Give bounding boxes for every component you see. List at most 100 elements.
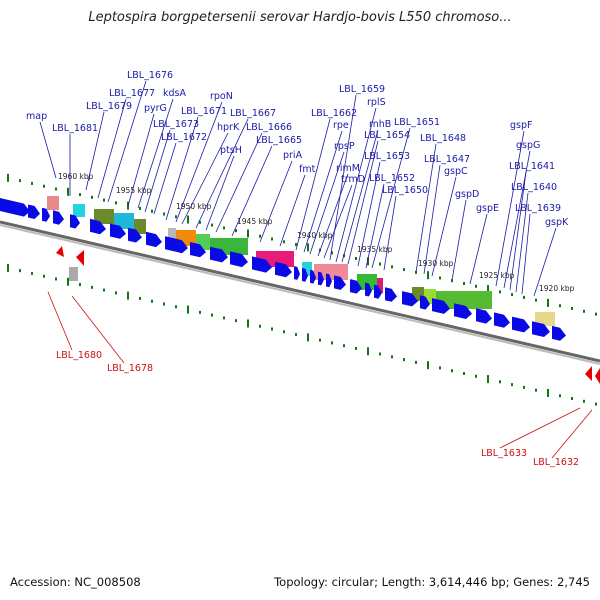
gene-label-lbl-1665[interactable]: LBL_1665 (256, 135, 302, 146)
forward-gene-arrow[interactable] (350, 279, 362, 294)
forward-gene-arrow[interactable] (252, 256, 272, 273)
forward-gene-arrow[interactable] (374, 284, 382, 299)
gene-label-lbl-1652[interactable]: LBL_1652 (369, 173, 415, 184)
gene-label-lbl-1679[interactable]: LBL_1679 (86, 101, 132, 112)
gene-label-lbl-1648[interactable]: LBL_1648 (420, 133, 466, 144)
gene-label-lbl-1681[interactable]: LBL_1681 (52, 123, 98, 134)
forward-gene-arrow[interactable] (70, 214, 80, 229)
forward-gene-arrow[interactable] (0, 197, 30, 217)
feature-block-cyan[interactable] (73, 204, 85, 217)
gene-label-gspk[interactable]: gspK (545, 217, 569, 228)
forward-gene-arrow[interactable] (310, 269, 316, 284)
gene-label-lbl-1678[interactable]: LBL_1678 (107, 363, 153, 374)
forward-gene-arrow[interactable] (365, 282, 372, 297)
reverse-gene-arrow[interactable] (56, 246, 64, 257)
gene-label-rimm[interactable]: rimM (336, 163, 360, 174)
feature-block-olive[interactable] (94, 209, 114, 224)
forward-gene-arrow[interactable] (275, 261, 292, 278)
gene-label-lbl-1647[interactable]: LBL_1647 (424, 154, 470, 165)
gene-label-kdsa[interactable]: kdsA (163, 88, 186, 99)
gene-label-lbl-1671[interactable]: LBL_1671 (181, 106, 227, 117)
gene-label-pyrg[interactable]: pyrG (144, 103, 167, 114)
gene-label-gspc[interactable]: gspC (444, 166, 468, 177)
forward-gene-arrow[interactable] (230, 251, 248, 268)
forward-gene-arrow[interactable] (476, 308, 492, 324)
gene-label-lbl-1672[interactable]: LBL_1672 (161, 132, 207, 143)
forward-gene-arrow[interactable] (432, 298, 450, 314)
gene-label-lbl-1653[interactable]: LBL_1653 (364, 151, 410, 162)
gene-label-rpe[interactable]: rpe (333, 120, 349, 131)
reverse-gene-arrow[interactable] (76, 250, 84, 266)
forward-gene-arrow[interactable] (494, 312, 510, 328)
feature-block-grey-2[interactable] (69, 267, 78, 281)
gene-label-ptsh[interactable]: ptsH (220, 145, 242, 156)
gene-label-lbl-1654[interactable]: LBL_1654 (364, 130, 410, 141)
forward-gene-arrow[interactable] (512, 316, 530, 333)
gene-label-lbl-1666[interactable]: LBL_1666 (246, 122, 292, 133)
feature-block-olive-2[interactable] (134, 219, 146, 234)
gene-label-gspg[interactable]: gspG (516, 140, 540, 151)
forward-gene-arrow[interactable] (402, 291, 418, 307)
forward-gene-arrow[interactable] (318, 271, 324, 286)
forward-gene-arrow[interactable] (110, 223, 126, 239)
gene-label-lbl-1662[interactable]: LBL_1662 (311, 108, 357, 119)
gene-label-gspd[interactable]: gspD (455, 189, 479, 200)
gene-label-lbl-1677[interactable]: LBL_1677 (109, 88, 155, 99)
feature-block-khaki[interactable] (535, 312, 555, 326)
reverse-gene-arrow[interactable] (595, 368, 600, 384)
gene-label-rnhb[interactable]: rnhB (369, 119, 391, 130)
gene-label-rpls[interactable]: rplS (367, 97, 386, 108)
leader-line (317, 173, 349, 257)
gene-label-map[interactable]: map (26, 111, 47, 122)
gene-label-lbl-1667[interactable]: LBL_1667 (230, 108, 276, 119)
gene-label-rpsp[interactable]: rpsP (334, 141, 355, 152)
gene-label-gspf[interactable]: gspF (510, 120, 532, 131)
gene-label-gspe[interactable]: gspE (476, 203, 499, 214)
gene-label-lbl-1680[interactable]: LBL_1680 (56, 350, 102, 361)
forward-gene-arrow[interactable] (172, 237, 188, 254)
gene-label-lbl-1641[interactable]: LBL_1641 (509, 161, 555, 172)
leader-line (329, 94, 357, 261)
feature-block-pink[interactable] (47, 196, 59, 210)
feature-block-cyan-2[interactable] (114, 213, 134, 229)
forward-gene-arrow[interactable] (146, 231, 162, 248)
forward-gene-arrow[interactable] (385, 287, 397, 302)
forward-gene-arrow[interactable] (42, 207, 50, 222)
forward-gene-arrow[interactable] (210, 246, 228, 263)
forward-gene-arrow[interactable] (302, 268, 308, 282)
forward-gene-arrow[interactable] (28, 204, 40, 220)
forward-gene-arrow[interactable] (190, 242, 206, 258)
forward-gene-arrow[interactable] (532, 321, 550, 337)
gene-label-lbl-1673[interactable]: LBL_1673 (153, 119, 199, 130)
forward-gene-arrow[interactable] (90, 218, 106, 235)
gene-label-lbl-1639[interactable]: LBL_1639 (515, 203, 561, 214)
gene-label-fmt[interactable]: fmt (299, 164, 316, 175)
gene-label-pria[interactable]: priA (283, 150, 303, 161)
gene-label-lbl-1633[interactable]: LBL_1633 (481, 448, 527, 459)
map-title: Leptospira borgpetersenii serovar Hardjo… (88, 10, 512, 25)
feature-block-grey[interactable] (168, 228, 176, 242)
gene-label-lbl-1659[interactable]: LBL_1659 (339, 84, 385, 95)
forward-gene-arrow[interactable] (552, 325, 566, 341)
feature-block-cyan-3[interactable] (302, 262, 312, 276)
forward-gene-arrow[interactable] (53, 210, 64, 225)
forward-gene-arrow[interactable] (420, 295, 430, 310)
feature-block-magenta-2[interactable] (377, 278, 383, 293)
feature-block-green-4[interactable] (436, 291, 492, 309)
forward-gene-arrow[interactable] (334, 275, 346, 290)
gene-label-lbl-1632[interactable]: LBL_1632 (533, 457, 579, 468)
forward-gene-arrow[interactable] (128, 227, 142, 243)
forward-gene-arrow[interactable] (294, 266, 300, 280)
gene-label-lbl-1651[interactable]: LBL_1651 (394, 117, 440, 128)
forward-gene-arrow[interactable] (454, 303, 472, 319)
forward-gene-arrow[interactable] (326, 273, 332, 288)
gene-label-lbl-1676[interactable]: LBL_1676 (127, 70, 173, 81)
gene-label-rpon[interactable]: rpoN (210, 91, 233, 102)
leader-line (347, 140, 379, 265)
gene-label-hprk[interactable]: hprK (217, 122, 240, 133)
gene-label-lbl-1640[interactable]: LBL_1640 (511, 182, 557, 193)
gene-label-trmd[interactable]: trmD (341, 174, 365, 185)
reverse-gene-arrow[interactable] (585, 366, 592, 381)
gene-label-lbl-1650[interactable]: LBL_1650 (382, 185, 428, 196)
feature-block-green-3[interactable] (357, 274, 377, 290)
